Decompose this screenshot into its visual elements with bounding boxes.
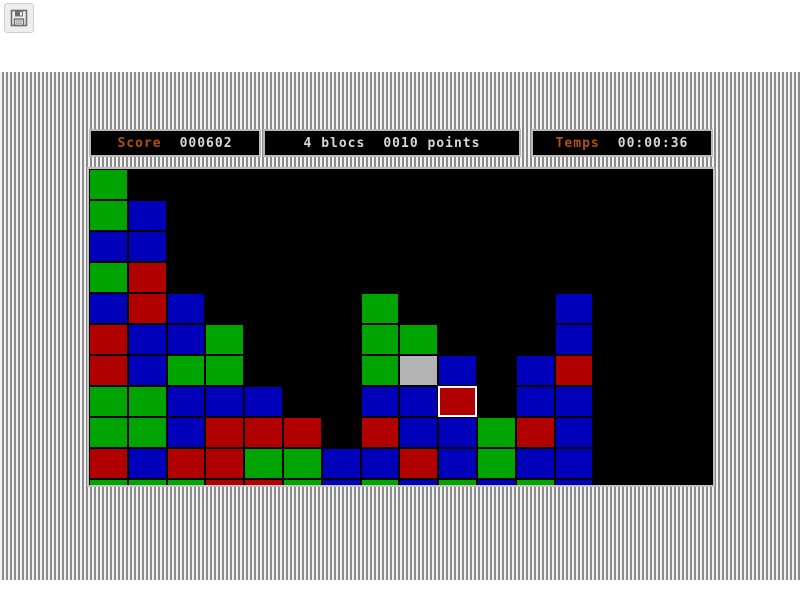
board-cell[interactable] (127, 386, 167, 417)
board-cell[interactable] (89, 169, 128, 200)
board-cell[interactable] (244, 417, 283, 448)
save-button[interactable] (4, 3, 34, 33)
board-cell[interactable] (399, 386, 439, 417)
board-cell[interactable] (127, 479, 167, 485)
board-cell[interactable] (89, 479, 128, 485)
board-cell[interactable] (166, 386, 206, 417)
score-panel: Score 000602 (89, 129, 261, 157)
board-cell[interactable] (166, 355, 206, 386)
board-cell[interactable] (127, 355, 167, 386)
board-cell[interactable] (360, 293, 400, 324)
board-cell[interactable] (554, 448, 594, 479)
board-cell[interactable] (166, 417, 206, 448)
board-cell[interactable] (399, 479, 439, 485)
board-cell[interactable] (554, 417, 594, 448)
board-cell[interactable] (205, 479, 245, 485)
board-cell[interactable] (127, 324, 167, 355)
toolbar (0, 0, 800, 34)
board-cell[interactable] (360, 417, 400, 448)
board-cell[interactable] (166, 479, 206, 485)
board-cell[interactable] (360, 386, 400, 417)
board-cell[interactable] (321, 479, 361, 485)
board-cell[interactable] (554, 479, 594, 485)
time-value: 00:00:36 (617, 135, 689, 151)
board-cell[interactable] (89, 293, 128, 324)
board-cell[interactable] (127, 417, 167, 448)
board-cell[interactable] (244, 479, 283, 485)
board-cell[interactable] (205, 355, 245, 386)
board-cell[interactable] (89, 231, 128, 262)
board-cell[interactable] (127, 293, 167, 324)
board-cell[interactable] (399, 355, 439, 386)
board-cell[interactable] (89, 355, 128, 386)
board-cell[interactable] (127, 448, 167, 479)
board-cell[interactable] (554, 324, 594, 355)
board-cell[interactable] (89, 448, 128, 479)
time-label: Temps (555, 135, 600, 151)
board-cell[interactable] (515, 417, 555, 448)
board-cell[interactable] (244, 448, 283, 479)
board-cell[interactable] (477, 479, 516, 485)
board-cell[interactable] (515, 355, 555, 386)
score-label: Score (117, 135, 162, 151)
combo-blocks-value: 4 blocs (303, 135, 366, 151)
board-cell[interactable] (89, 200, 128, 231)
board-cell[interactable] (283, 417, 322, 448)
board-cell[interactable] (89, 417, 128, 448)
status-bar: Score 000602 4 blocs 0010 points Temps 0… (89, 129, 713, 157)
board-cell[interactable] (283, 479, 322, 485)
board-cell[interactable] (438, 355, 477, 386)
board-cell[interactable] (360, 355, 400, 386)
board-cell[interactable] (477, 448, 516, 479)
board-cell[interactable] (205, 417, 245, 448)
board-cell[interactable] (554, 293, 594, 324)
board-cell[interactable] (166, 448, 206, 479)
board-cell[interactable] (89, 324, 128, 355)
time-panel: Temps 00:00:36 (531, 129, 713, 157)
board-cell[interactable] (360, 324, 400, 355)
combo-points-value: 0010 points (383, 135, 481, 151)
board-cell[interactable] (438, 479, 477, 485)
board-cell[interactable] (438, 448, 477, 479)
board-cell[interactable] (399, 417, 439, 448)
board-cell[interactable] (554, 355, 594, 386)
board-cell-selected[interactable] (438, 386, 477, 417)
combo-panel: 4 blocs 0010 points (263, 129, 521, 157)
board-cell[interactable] (166, 293, 206, 324)
board-cell[interactable] (127, 200, 167, 231)
board-cell[interactable] (205, 386, 245, 417)
board-cell[interactable] (205, 448, 245, 479)
board-cell[interactable] (244, 386, 283, 417)
board-cell[interactable] (127, 231, 167, 262)
board-cell[interactable] (166, 324, 206, 355)
floppy-disk-icon (10, 9, 28, 27)
board-cell[interactable] (477, 417, 516, 448)
board-cell[interactable] (89, 386, 128, 417)
board-cell[interactable] (360, 448, 400, 479)
board-cell[interactable] (438, 417, 477, 448)
board-cell[interactable] (399, 324, 439, 355)
board-cell[interactable] (205, 324, 245, 355)
board-cell[interactable] (515, 448, 555, 479)
game-board[interactable] (89, 169, 713, 485)
board-cell[interactable] (554, 386, 594, 417)
board-cell[interactable] (321, 448, 361, 479)
board-cell[interactable] (399, 448, 439, 479)
board-cell[interactable] (127, 262, 167, 293)
board-cell[interactable] (283, 448, 322, 479)
board-cell[interactable] (515, 479, 555, 485)
board-cell[interactable] (89, 262, 128, 293)
playfield-frame (87, 167, 715, 487)
score-value: 000602 (179, 135, 233, 151)
board-cell[interactable] (515, 386, 555, 417)
board-cell[interactable] (360, 479, 400, 485)
